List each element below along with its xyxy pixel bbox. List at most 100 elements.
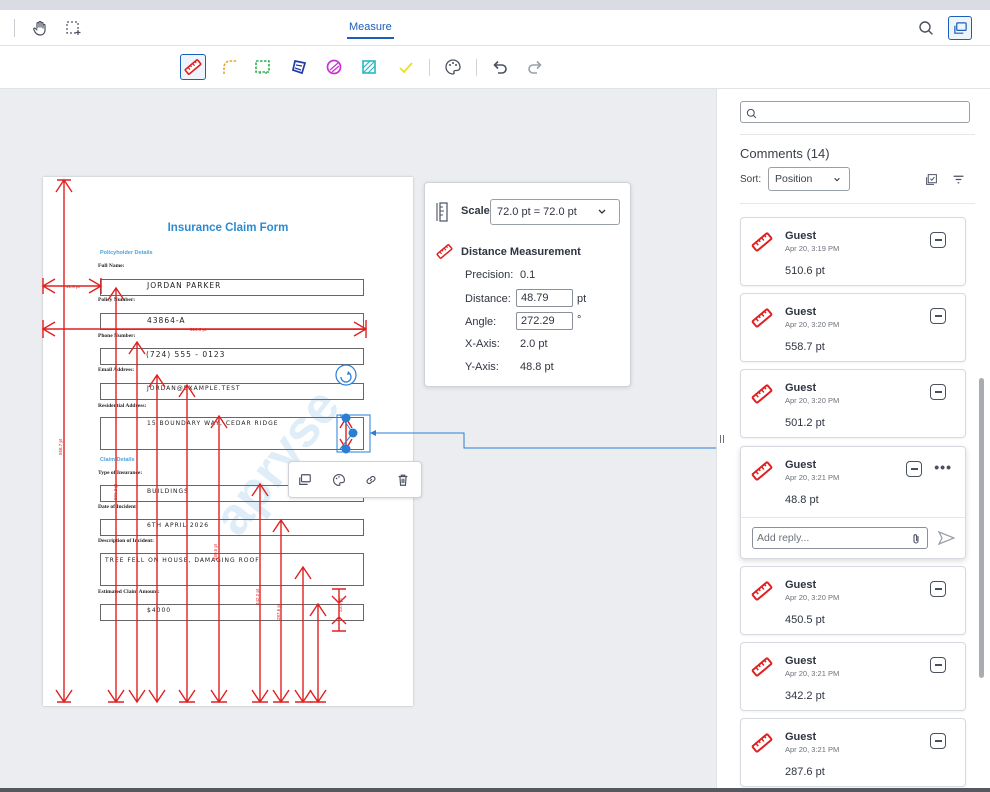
comment-card-selected[interactable]: Guest Apr 20, 3:21 PM 48.8 pt ••• Add re… bbox=[740, 446, 966, 559]
comment-author: Guest bbox=[785, 230, 817, 242]
label-email-address: Email Address: bbox=[98, 367, 135, 373]
attachment-icon[interactable] bbox=[911, 532, 921, 550]
comment-author: Guest bbox=[785, 655, 817, 667]
scale-value: 72.0 pt = 72.0 pt bbox=[497, 206, 577, 218]
collapse-icon[interactable] bbox=[930, 232, 946, 248]
redo-icon bbox=[528, 60, 542, 74]
annotation-action-bar bbox=[288, 461, 422, 498]
arc-measurement-tool[interactable] bbox=[217, 54, 243, 80]
reply-input[interactable]: Add reply... bbox=[752, 527, 928, 549]
region-select-icon[interactable] bbox=[63, 18, 83, 38]
label-full-name: Full Name: bbox=[98, 263, 125, 269]
filter-icon[interactable] bbox=[949, 170, 967, 188]
ruler-icon bbox=[751, 580, 773, 607]
precision-value[interactable]: 0.1 bbox=[520, 269, 536, 281]
angle-label: Angle: bbox=[465, 316, 497, 328]
field-phone-number[interactable] bbox=[100, 348, 364, 365]
comment-author: Guest bbox=[785, 306, 817, 318]
field-email-address[interactable] bbox=[100, 383, 364, 400]
multi-select-icon[interactable] bbox=[922, 170, 940, 188]
comment-value: 342.2 pt bbox=[785, 690, 825, 702]
value-type-of-insurance: BUILDINGS bbox=[147, 488, 189, 495]
header-bar: Measure bbox=[0, 10, 990, 46]
value-policy-number: 43864-A bbox=[147, 316, 186, 325]
field-policy-number[interactable] bbox=[100, 313, 364, 330]
ruler-icon bbox=[751, 656, 773, 683]
distance-input[interactable]: 48.79 bbox=[516, 289, 573, 307]
ruler-icon bbox=[751, 460, 773, 487]
window-top-strip bbox=[0, 0, 990, 10]
toolbar-divider bbox=[476, 59, 477, 76]
field-full-name[interactable] bbox=[100, 279, 364, 296]
sort-value: Position bbox=[775, 173, 813, 185]
palette-icon bbox=[445, 59, 461, 75]
comment-card[interactable]: Guest Apr 20, 3:20 PM 558.7 pt bbox=[740, 293, 966, 362]
measurement-popup: Scale 72.0 pt = 72.0 pt Distance Measure… bbox=[424, 182, 631, 387]
tab-measure[interactable]: Measure bbox=[347, 21, 394, 39]
measure-toolbar bbox=[0, 46, 990, 89]
angle-input[interactable]: 272.29 bbox=[516, 312, 573, 330]
collapse-icon[interactable] bbox=[930, 657, 946, 673]
distance-unit: pt bbox=[577, 293, 587, 305]
panel-scrollbar[interactable] bbox=[979, 378, 984, 678]
chevron-down-icon bbox=[833, 174, 841, 186]
sort-select[interactable]: Position bbox=[768, 167, 850, 191]
panel-splitter[interactable] bbox=[716, 89, 730, 792]
comment-date: Apr 20, 3:19 PM bbox=[785, 244, 840, 253]
style-palette-button[interactable] bbox=[440, 54, 466, 80]
field-date-of-incident[interactable] bbox=[100, 519, 364, 536]
scale-select[interactable]: 72.0 pt = 72.0 pt bbox=[490, 199, 620, 225]
field-estimated-amount[interactable] bbox=[100, 604, 364, 621]
collapse-icon[interactable] bbox=[906, 461, 922, 477]
ellipse-area-tool[interactable] bbox=[321, 54, 347, 80]
search-icon[interactable] bbox=[916, 18, 936, 38]
sort-label: Sort: bbox=[740, 174, 762, 185]
ruler-icon bbox=[751, 732, 773, 759]
rectangle-area-icon bbox=[255, 60, 270, 74]
pan-hand-icon[interactable] bbox=[30, 18, 50, 38]
comment-card[interactable]: Guest Apr 20, 3:20 PM 450.5 pt bbox=[740, 566, 966, 635]
polygon-area-tool[interactable] bbox=[286, 54, 312, 80]
comment-card[interactable]: Guest Apr 20, 3:20 PM 501.2 pt bbox=[740, 369, 966, 438]
window-bottom-edge bbox=[0, 788, 990, 792]
comment-card[interactable]: Guest Apr 20, 3:21 PM 342.2 pt bbox=[740, 642, 966, 711]
arc-icon bbox=[223, 60, 237, 74]
comment-icon[interactable] bbox=[295, 470, 315, 490]
value-estimated-amount: $4000 bbox=[147, 607, 172, 614]
more-options-icon[interactable]: ••• bbox=[934, 459, 952, 475]
palette-icon[interactable] bbox=[329, 470, 349, 490]
eraser-tool[interactable] bbox=[393, 54, 419, 80]
comment-card[interactable]: Guest Apr 20, 3:21 PM 287.6 pt bbox=[740, 718, 966, 787]
collapse-icon[interactable] bbox=[930, 733, 946, 749]
pdf-page[interactable]: Insurance Claim Form Policyholder Detail… bbox=[43, 177, 413, 706]
y-axis-label: Y-Axis: bbox=[465, 361, 499, 373]
trash-icon[interactable] bbox=[393, 470, 413, 490]
section-claim: Claim Details bbox=[100, 457, 135, 463]
collapse-icon[interactable] bbox=[930, 384, 946, 400]
distance-measurement-tool[interactable] bbox=[180, 54, 206, 80]
comments-panel-toggle-icon[interactable] bbox=[948, 16, 972, 40]
rectangular-area-tool[interactable] bbox=[250, 54, 276, 80]
comment-card[interactable]: Guest Apr 20, 3:19 PM 510.6 pt bbox=[740, 217, 966, 286]
header-divider bbox=[14, 19, 15, 37]
area-measurement-tool[interactable] bbox=[356, 54, 382, 80]
comment-author: Guest bbox=[785, 579, 817, 591]
precision-label: Precision: bbox=[465, 269, 514, 281]
scale-label: Scale bbox=[461, 205, 490, 217]
value-full-name: JORDAN PARKER bbox=[147, 281, 222, 290]
ruler-icon bbox=[751, 231, 773, 258]
collapse-icon[interactable] bbox=[930, 581, 946, 597]
comment-date: Apr 20, 3:20 PM bbox=[785, 396, 840, 405]
collapse-icon[interactable] bbox=[930, 308, 946, 324]
comment-date: Apr 20, 3:21 PM bbox=[785, 745, 840, 754]
comments-title: Comments (14) bbox=[740, 146, 830, 161]
comments-search-input[interactable] bbox=[740, 101, 970, 123]
label-type-of-insurance: Type of Insurance: bbox=[98, 470, 143, 476]
link-icon[interactable] bbox=[361, 470, 381, 490]
redo-button[interactable] bbox=[522, 54, 548, 80]
send-icon[interactable] bbox=[937, 530, 956, 551]
undo-icon bbox=[493, 60, 507, 74]
x-axis-value: 2.0 pt bbox=[520, 338, 548, 350]
undo-button[interactable] bbox=[487, 54, 513, 80]
label-residential-address: Residential Address: bbox=[98, 403, 147, 409]
